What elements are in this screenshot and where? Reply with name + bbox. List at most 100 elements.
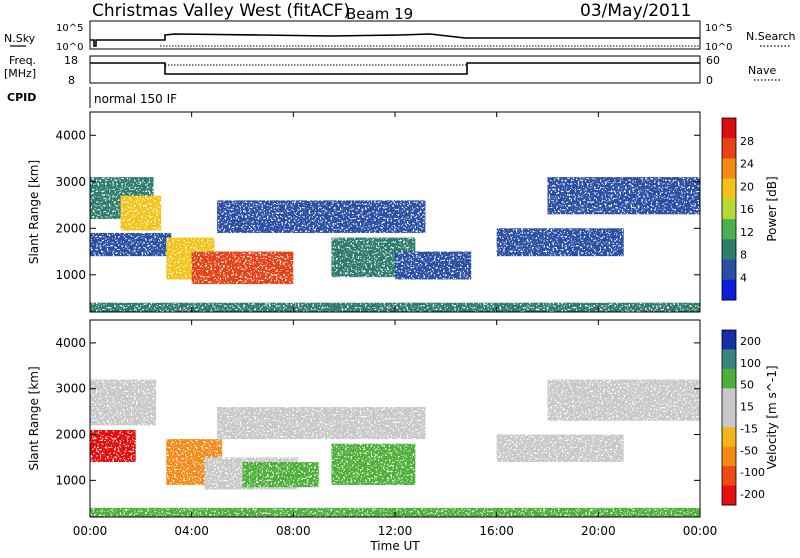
power-echo-region-7 [395,251,472,280]
nsky-panel: N.Sky 10^5 10^0 10^5 10^0 N.Search [4,20,796,53]
power-panel: 1000 2000 3000 4000 Slant Range [km] [27,111,701,313]
velocity-echo-region-8 [547,379,700,421]
power-y-axis-label: Slant Range [km] [27,160,41,264]
freq-panel: Freq. [MHz] 18 8 60 0 Nave [4,54,782,87]
power-ytick-label-2: 3000 [55,175,86,189]
velocity-colorbar-swatch-1 [722,349,736,370]
velocity-colorbar-tick-6: -100 [740,466,765,479]
power-echo-region-5 [217,200,426,233]
power-colorbar-tick-0: 4 [740,271,747,284]
power-echo-region-4 [191,251,294,285]
power-colorbar-tick-1: 8 [740,249,747,262]
x-axis: 00:00 04:00 08:00 12:00 16:00 20:00 00:00 [73,524,718,538]
velocity-ytick-label-1: 2000 [55,428,86,442]
power-colorbar-frame [721,117,737,301]
x-tick-label-5: 20:00 [581,524,616,538]
power-echo-region-0 [90,232,172,257]
velocity-colorbar-tick-1: 100 [740,357,761,370]
x-axis-label: Time UT [369,539,420,553]
x-tick-label-3: 12:00 [378,524,413,538]
velocity-echo-region-0 [90,429,136,463]
nsky-line [90,33,700,47]
power-colorbar-label: Power [dB] [765,176,779,241]
power-echo-region-2 [120,195,162,231]
power-colorbar-swatch-0 [722,118,736,139]
power-colorbar-swatch-7 [722,259,736,281]
power-colorbar-swatch-4 [722,198,736,220]
freq-tick-0: 18 [64,54,78,67]
beam-label: Beam 19 [346,5,413,23]
velocity-colorbar-frame [721,329,737,506]
velocity-echo-region-4 [242,462,319,488]
velocity-colorbar-tick-0: 200 [740,335,761,348]
velocity-echo-region-1 [90,379,157,426]
power-colorbar-tick-5: 24 [740,158,754,171]
freq-label: Freq. [9,54,36,67]
power-ytick-label-3: 4000 [55,128,86,142]
power-colorbar-tick-4: 20 [740,180,754,193]
date-label: 03/May/2011 [580,1,692,21]
nave-tick-1: 0 [706,74,713,87]
velocity-colorbar-swatch-5 [722,427,736,448]
power-colorbar-swatch-2 [722,158,736,180]
power-colorbar-swatch-5 [722,219,736,240]
power-colorbar-tick-6: 28 [740,135,754,148]
velocity-colorbar-tick-2: 50 [740,379,754,392]
velocity-ytick-label-0: 1000 [55,473,86,487]
power-colorbar-tick-2: 12 [740,226,754,239]
cpid-label: CPID [7,91,36,104]
x-tick-label-4: 16:00 [479,524,514,538]
nsky-label: N.Sky [4,32,36,45]
power-colorbar-tick-3: 16 [740,203,754,216]
power-colorbar-swatch-3 [722,178,736,200]
x-tick-label-2: 08:00 [276,524,311,538]
velocity-colorbar-swatch-7 [722,466,736,487]
nsky-tick-top: 10^5 [56,23,83,34]
chart-title: Christmas Valley West (fitACF) [92,1,350,21]
nsky-frame [89,20,701,50]
velocity-colorbar-swatch-8 [722,485,736,506]
velocity-colorbar-label: Velocity [m s^-1] [765,365,779,469]
power-colorbar-swatch-8 [722,279,736,301]
freq-line [90,62,700,75]
velocity-ytick-label-2: 3000 [55,382,86,396]
velocity-colorbar-swatch-0 [722,330,736,350]
nsky-tick-top-right: 10^5 [705,23,732,34]
x-tick-label-1: 04:00 [174,524,209,538]
velocity-colorbar: 200 100 50 15 -15 -50 -100 -200 Velocity [m s^-1… [721,329,779,506]
freq-tick-1: 8 [68,74,75,87]
velocity-echo-region-7 [496,434,624,463]
velocity-ytick-label-3: 4000 [55,336,86,350]
freq-unit: [MHz] [4,67,36,80]
velocity-colorbar-tick-4: -15 [740,422,758,435]
nave-tick-0: 60 [706,54,720,67]
velocity-colorbar-swatch-3 [722,388,736,409]
velocity-colorbar-tick-7: -200 [740,488,765,501]
velocity-panel: 1000 2000 3000 4000 Slant Range [km] [27,319,701,518]
power-echo-region-8 [496,228,624,257]
nave-label: Nave [748,64,776,77]
nsky-tick-bottom: 10^0 [56,42,83,53]
nsky-tick-bottom-right: 10^0 [705,42,732,53]
velocity-colorbar-tick-5: -50 [740,444,758,457]
power-ytick-label-0: 1000 [55,268,86,282]
power-echo-region-9 [547,177,700,215]
x-tick-label-0: 00:00 [73,524,108,538]
velocity-colorbar-swatch-4 [722,407,736,428]
velocity-colorbar-swatch-2 [722,368,736,389]
velocity-echo-region-5 [331,443,416,485]
power-colorbar-swatch-1 [722,138,736,159]
power-ytick-label-1: 2000 [55,221,86,235]
power-colorbar-swatch-6 [722,239,736,261]
x-tick-label-6: 00:00 [683,524,718,538]
velocity-colorbar-tick-3: 15 [740,401,754,414]
velocity-echo-region-6 [217,407,426,440]
nsearch-label: N.Search [746,30,796,43]
velocity-colorbar-swatch-6 [722,446,736,467]
power-colorbar: 4 8 12 16 20 24 28 Power [dB] [721,117,779,301]
freq-frame [89,55,701,84]
cpid-text: normal 150 IF [94,92,177,106]
velocity-y-axis-label: Slant Range [km] [27,366,41,470]
